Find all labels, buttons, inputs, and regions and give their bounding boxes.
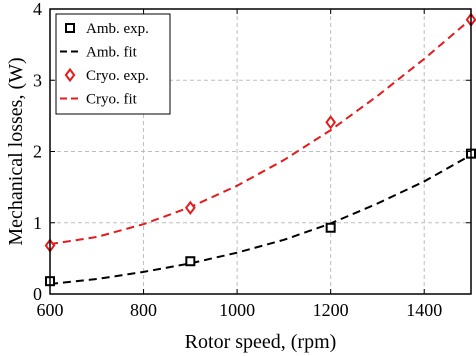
legend-entry-cryo-fit: Cryo. fit (60, 92, 138, 108)
grid (50, 9, 471, 294)
legend-label-cryo-fit: Cryo. fit (86, 92, 138, 108)
y-tick-label: 3 (33, 70, 42, 90)
data-point (325, 115, 337, 130)
series-1 (49, 154, 472, 286)
series-0 (45, 148, 476, 287)
x-tick-label: 800 (130, 300, 157, 320)
legend-swatch-amb-exp (65, 23, 75, 33)
x-tick-label: 1000 (219, 300, 255, 320)
data-point (325, 222, 336, 233)
legend-entry-amb-exp: Amb. exp. (65, 21, 149, 37)
series-2 (44, 12, 476, 253)
y-axis-label: Mechanical losses, (W) (5, 57, 27, 245)
legend-label-cryo-exp: Cryo. exp. (86, 68, 149, 84)
x-axis-label: Rotor speed, (rpm) (185, 331, 337, 353)
legend-entry-cryo-exp: Cryo. exp. (64, 67, 149, 84)
fit-line (49, 18, 472, 246)
ticks (49, 8, 471, 295)
data-point (184, 200, 196, 215)
x-tick-label: 1400 (406, 300, 442, 320)
y-tick-label: 0 (33, 284, 42, 304)
x-tick-label: 600 (37, 300, 64, 320)
legend-entry-amb-fit: Amb. fit (60, 45, 138, 61)
legend-marker (64, 67, 76, 83)
legend-swatch-cryo-exp (64, 67, 76, 83)
legend-label-amb-fit: Amb. fit (86, 45, 138, 61)
legend: Amb. exp. Amb. fit Cryo. exp. Cryo. fit (55, 13, 171, 115)
y-tick-label: 4 (33, 0, 42, 19)
y-tick-label: 2 (33, 142, 42, 162)
x-tick-label: 1200 (313, 300, 349, 320)
tick-labels: 600 800 1000 1200 1400 0 1 2 3 4 (33, 0, 442, 320)
fit-line (49, 154, 472, 286)
series-3 (49, 18, 472, 246)
legend-label-amb-exp: Amb. exp. (86, 21, 149, 37)
legend-marker (65, 23, 75, 33)
data-point (185, 256, 196, 267)
y-tick-label: 1 (33, 213, 42, 233)
